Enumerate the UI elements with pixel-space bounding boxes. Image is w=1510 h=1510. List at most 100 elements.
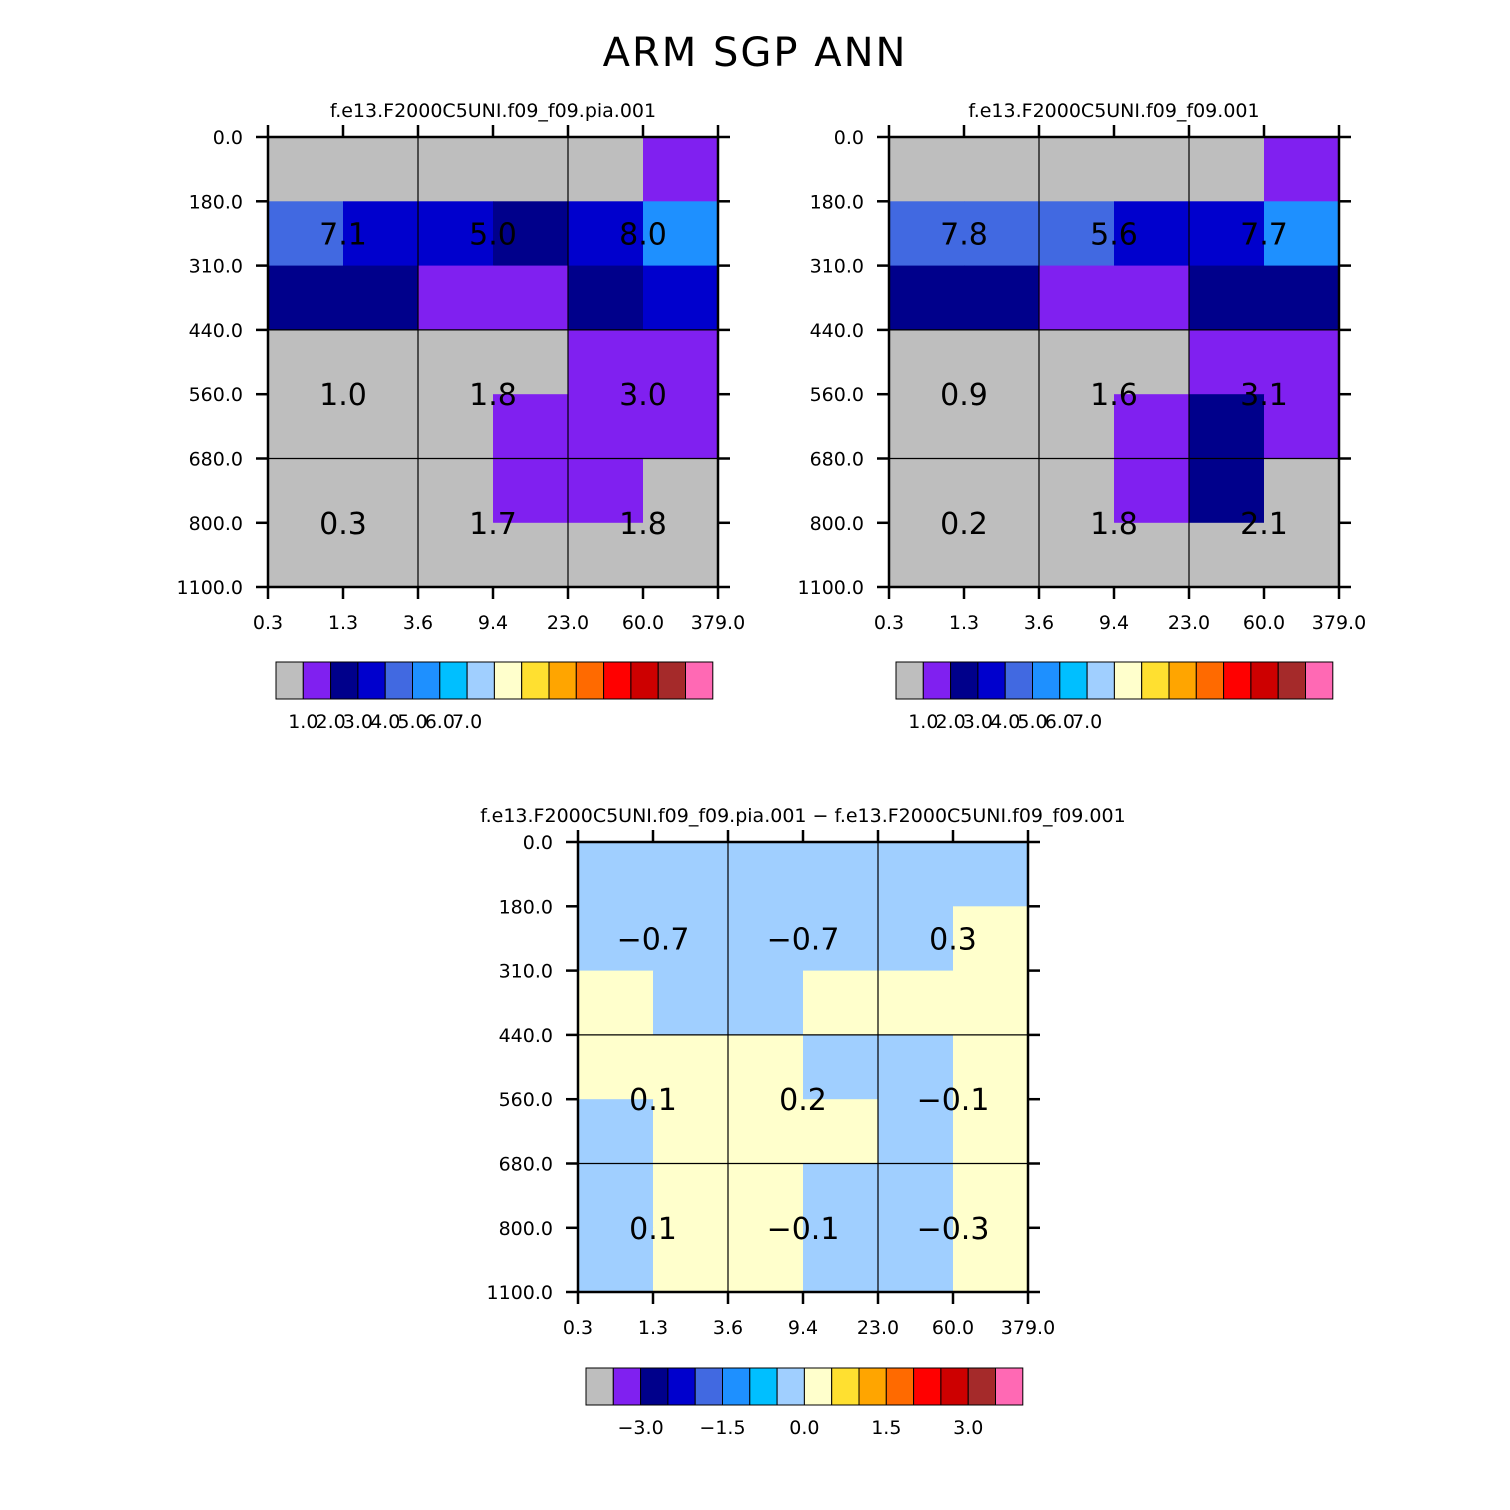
colorbar-label: 4.0 [370, 711, 400, 733]
cell-value-label: 0.2 [779, 1083, 827, 1118]
x-tick-label: 1.3 [638, 1317, 668, 1339]
heatmap-cell [878, 1034, 954, 1100]
y-tick-label: 180.0 [499, 896, 553, 918]
heatmap-cell [1189, 201, 1265, 267]
heatmap-cell [268, 265, 344, 331]
colorbar-box [657, 661, 687, 700]
y-tick-label: 440.0 [810, 320, 864, 342]
x-tick-label: 60.0 [932, 1317, 974, 1339]
heatmap-cell [643, 201, 719, 267]
x-tick-label: 0.3 [253, 612, 283, 634]
heatmap-cell [643, 394, 719, 459]
heatmap-cell [653, 906, 729, 972]
heatmap-cell [268, 329, 344, 395]
heatmap-cell [1264, 201, 1340, 267]
heatmap-cell [878, 1163, 954, 1229]
heatmap-cell [728, 906, 804, 972]
colorbar-label: 1.0 [908, 711, 938, 733]
heatmap-cell [964, 265, 1040, 331]
cell-value-label: 0.3 [929, 922, 977, 957]
cell-value-label: 7.8 [940, 217, 988, 252]
colorbar-label: 2.0 [315, 711, 345, 733]
x-tick-label: 1.3 [328, 612, 358, 634]
colorbar-box [922, 661, 952, 700]
heatmap-cell [953, 1227, 1029, 1292]
colorbar-box [667, 1367, 696, 1406]
heatmap-cell [343, 137, 419, 202]
y-tick-label: 310.0 [189, 256, 243, 278]
colorbar-box [1004, 661, 1034, 700]
heatmap-cell [953, 842, 1029, 907]
heatmap-cell [1189, 265, 1265, 331]
cell-value-label: −0.7 [767, 922, 840, 957]
colorbar-box [1086, 661, 1115, 700]
x-tick-label: 3.6 [713, 1317, 743, 1339]
heatmap-cell [1189, 458, 1265, 524]
x-tick-label: 60.0 [622, 612, 664, 634]
panel-title: f.e13.F2000C5UNI.f09_f09.001 [968, 100, 1259, 122]
heatmap-cell [878, 970, 954, 1036]
colorbar-box [885, 1367, 915, 1406]
colorbar-box [967, 1367, 997, 1406]
colorbar-box [685, 661, 714, 700]
heatmap-cell [268, 522, 344, 587]
y-tick-label: 1100.0 [798, 577, 864, 599]
heatmap-cell [1114, 265, 1190, 331]
cell-value-label: 7.7 [1240, 217, 1288, 252]
cell-value-label: −0.3 [917, 1212, 990, 1247]
heatmap-cell [268, 137, 344, 202]
colorbar-box [575, 661, 605, 700]
heatmap-cell [728, 1099, 804, 1164]
colorbar-label: 5.0 [397, 711, 427, 733]
heatmap-cell [889, 522, 965, 587]
y-tick-label: 440.0 [189, 320, 243, 342]
y-tick-label: 1100.0 [487, 1282, 553, 1304]
heatmap-cell [728, 842, 804, 907]
colorbar-box [749, 1367, 778, 1406]
cell-value-label: 3.1 [1240, 378, 1288, 413]
panel-title: f.e13.F2000C5UNI.f09_f09.pia.001 − f.e13… [480, 805, 1125, 827]
cell-value-label: 1.8 [469, 378, 517, 413]
heatmap-cell [1114, 137, 1190, 202]
colorbar-box [831, 1367, 860, 1406]
colorbar-box [940, 1367, 969, 1406]
colorbar-box [950, 661, 979, 700]
colorbar-label: 0.0 [789, 1417, 819, 1439]
heatmap-cell [568, 522, 644, 587]
heatmap-cell [889, 201, 965, 267]
figure-title: ARM SGP ANN [602, 30, 908, 76]
heatmap-cell [953, 1099, 1029, 1164]
heatmap-cell [728, 1034, 804, 1100]
heatmap-cell [878, 1099, 954, 1164]
colorbar-box [1195, 661, 1225, 700]
cell-value-label: 1.8 [619, 507, 667, 542]
panel-3: f.e13.F2000C5UNI.f09_f09.pia.001 − f.e13… [480, 805, 1125, 1439]
y-tick-label: 680.0 [810, 449, 864, 471]
cell-value-label: 0.1 [629, 1083, 677, 1118]
cell-value-label: 1.8 [1090, 507, 1138, 542]
heatmap-cell [964, 329, 1040, 395]
heatmap-cell [418, 394, 494, 459]
colorbar-box [1113, 661, 1143, 700]
heatmap-cell [343, 329, 419, 395]
colorbar-label: −1.5 [699, 1417, 745, 1439]
heatmap-cell [1264, 329, 1340, 395]
heatmap-cell [1114, 329, 1190, 395]
heatmap-cell [953, 1163, 1029, 1229]
colorbar-box [977, 661, 1006, 700]
heatmap-cell [493, 522, 569, 587]
y-tick-label: 680.0 [499, 1154, 553, 1176]
cell-value-label: 5.0 [469, 217, 517, 252]
colorbar-box [466, 661, 495, 700]
heatmap-cell [953, 906, 1029, 972]
heatmap-cell [568, 458, 644, 524]
colorbar-box [630, 661, 659, 700]
heatmap-cell [889, 329, 965, 395]
y-tick-label: 1100.0 [177, 577, 243, 599]
heatmap-cell [1189, 137, 1265, 202]
heatmap-cell [578, 1227, 654, 1292]
colorbar-label: 3.0 [343, 711, 373, 733]
heatmap-cell [1114, 201, 1190, 267]
heatmap-cell [643, 265, 719, 331]
heatmap-cell [953, 1034, 1029, 1100]
